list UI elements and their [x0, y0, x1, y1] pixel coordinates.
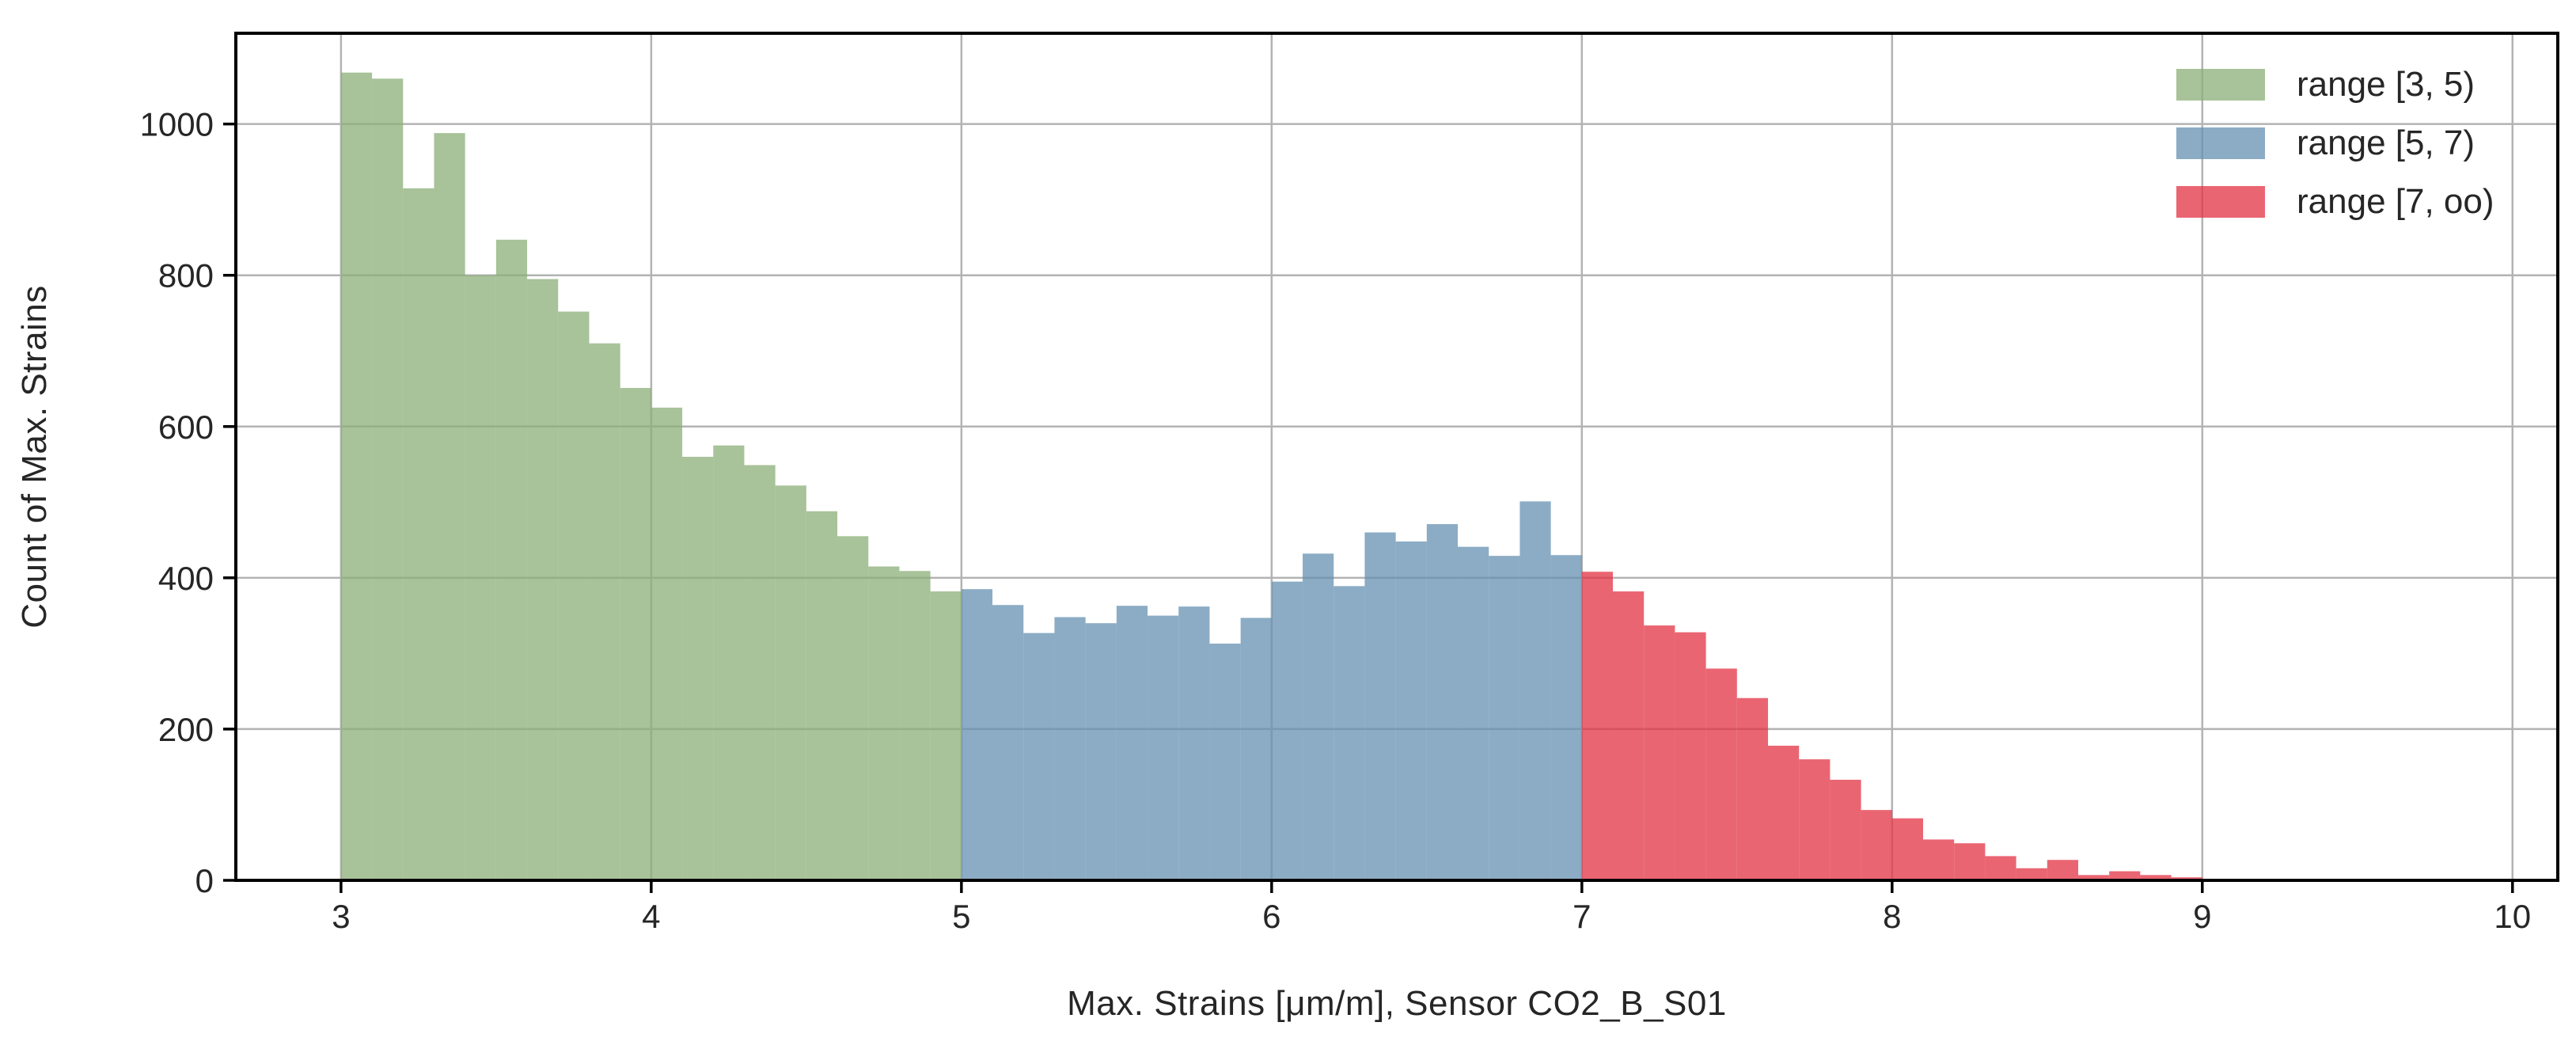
y-axis-label: Count of Max. Strains [15, 285, 54, 629]
histogram-bar [1923, 839, 1955, 880]
y-tick-label: 0 [195, 862, 214, 899]
histogram-bar [2077, 875, 2110, 880]
histogram-bar [1705, 668, 1737, 880]
legend-item: range [3, 5) [2176, 55, 2494, 114]
legend-label: range [7, oo) [2297, 182, 2494, 221]
histogram-bar [2109, 871, 2141, 880]
histogram-bar [403, 188, 434, 881]
y-tick-label: 1000 [140, 106, 214, 143]
legend-label: range [3, 5) [2297, 65, 2475, 104]
legend-label: range [5, 7) [2297, 124, 2475, 162]
histogram-bar [961, 589, 993, 880]
histogram-bar [2140, 875, 2172, 880]
histogram-bar [1489, 556, 1520, 880]
histogram-bar [1116, 606, 1148, 880]
histogram-bar [651, 407, 683, 880]
histogram-bar [1519, 501, 1551, 880]
histogram-bar [1085, 623, 1117, 880]
histogram-bar [495, 239, 528, 880]
histogram-bar [1799, 759, 1831, 880]
legend-swatch [2176, 69, 2265, 101]
y-tick-label: 800 [158, 257, 214, 294]
histogram-bar [2047, 860, 2078, 880]
histogram-bar [1240, 618, 1272, 880]
histogram-bar [1023, 633, 1055, 880]
histogram-bar [2016, 868, 2047, 880]
y-tick-label: 600 [158, 408, 214, 446]
histogram-bar [558, 311, 590, 881]
histogram-bar [868, 566, 900, 880]
legend-item: range [7, oo) [2176, 173, 2494, 231]
histogram-bar [899, 571, 931, 880]
x-tick-label: 8 [1883, 898, 1901, 935]
histogram-bar [1550, 555, 1582, 880]
histogram-bar [744, 465, 776, 880]
x-tick-label: 4 [642, 898, 660, 935]
histogram-bar [465, 275, 496, 880]
histogram-bar [1954, 843, 1986, 880]
histogram-bar [1861, 810, 1892, 880]
histogram-bar [1613, 591, 1645, 880]
histogram-bar [1303, 553, 1334, 880]
y-tick-label: 200 [158, 711, 214, 748]
histogram-bar [992, 605, 1024, 880]
histogram-bar [1644, 625, 1675, 880]
histogram-bar [1426, 524, 1459, 880]
x-tick-label: 10 [2494, 898, 2531, 935]
histogram-bar [589, 343, 620, 881]
histogram-bar [434, 133, 465, 880]
x-tick-label: 7 [1573, 898, 1591, 935]
legend-swatch [2176, 186, 2265, 218]
histogram-bar [1178, 606, 1210, 880]
histogram-bar [1209, 643, 1241, 880]
histogram-bar [775, 485, 806, 880]
histogram-bar [1768, 745, 1800, 880]
histogram-bar [1675, 632, 1706, 880]
histogram-bar [1985, 856, 2016, 880]
y-tick-label: 400 [158, 560, 214, 597]
histogram-bar [1364, 532, 1396, 880]
histogram-bar [1271, 581, 1303, 880]
histogram-bar [837, 536, 869, 880]
histogram-bar [1148, 615, 1179, 880]
legend-item: range [5, 7) [2176, 114, 2494, 173]
legend-swatch [2176, 127, 2265, 159]
x-axis-label: Max. Strains [μm/m], Sensor CO2_B_S01 [1067, 984, 1727, 1023]
legend: range [3, 5) range [5, 7) range [7, oo) [2176, 55, 2494, 231]
histogram-bar [1395, 542, 1427, 880]
histogram-bar [1458, 546, 1489, 880]
histogram-bar [372, 78, 404, 881]
histogram-bar [527, 279, 559, 880]
axes-frame [234, 32, 2559, 882]
histogram-bar [806, 511, 838, 880]
histogram-bar [1830, 779, 1861, 880]
histogram-bar [713, 445, 745, 880]
histogram-bar [1736, 697, 1769, 880]
histogram-bar [930, 591, 962, 880]
histogram-bar [1334, 586, 1365, 880]
histogram-bar [340, 72, 373, 880]
histogram-bar [1891, 818, 1924, 880]
histogram-bar [682, 457, 714, 880]
x-tick-label: 5 [952, 898, 970, 935]
histogram-bar [1581, 572, 1614, 880]
histogram-bar [1054, 617, 1086, 880]
x-tick-label: 3 [332, 898, 350, 935]
x-tick-label: 9 [2193, 898, 2211, 935]
x-tick-label: 6 [1262, 898, 1280, 935]
histogram-bar [620, 388, 651, 880]
